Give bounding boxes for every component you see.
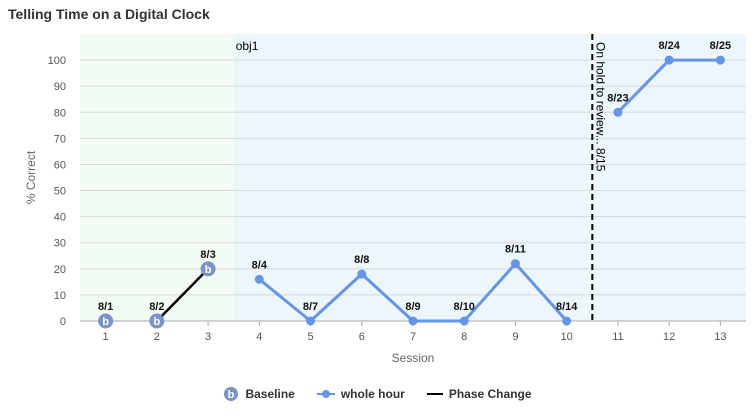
data-label: 8/23	[607, 92, 628, 104]
x-tick-label: 5	[307, 331, 313, 343]
y-tick-label: 100	[48, 55, 66, 67]
data-label: 8/8	[354, 254, 369, 266]
x-tick-label: 11	[612, 331, 623, 343]
data-label: 8/3	[200, 249, 215, 261]
x-axis-title: Session	[392, 351, 435, 365]
data-label: 8/11	[505, 244, 526, 256]
svg-text:b: b	[228, 389, 235, 401]
baseline-point-glyph: b	[205, 264, 212, 276]
legend-label-phase-change: Phase Change	[448, 387, 532, 401]
baseline-point	[149, 313, 165, 329]
whole-hour-point	[306, 316, 316, 326]
y-axis-title: % Correct	[24, 150, 38, 204]
baseline-point	[98, 313, 114, 329]
legend-label-whole-hour: whole hour	[340, 387, 405, 401]
chart-title: Telling Time on a Digital Clock	[8, 6, 210, 22]
y-tick-label: 60	[54, 159, 66, 171]
phase-change-connector	[155, 267, 209, 322]
legend-item-baseline[interactable]: b Baseline	[223, 386, 295, 402]
data-label: 8/10	[454, 301, 475, 313]
whole-hour-point	[254, 274, 264, 284]
y-tick-label: 40	[54, 212, 66, 224]
line-marker-icon	[426, 393, 443, 395]
x-tick-label: 9	[512, 331, 518, 343]
whole-hour-point	[408, 316, 418, 326]
x-tick-label: 6	[359, 331, 365, 343]
line-circle-marker-icon	[316, 390, 335, 398]
data-label: 8/2	[149, 301, 164, 313]
y-tick-label: 30	[54, 238, 66, 250]
y-tick-label: 70	[54, 133, 66, 145]
data-label: 8/4	[252, 259, 268, 271]
baseline-point-glyph: b	[153, 316, 160, 328]
whole-hour-point	[613, 107, 623, 117]
x-tick-label: 12	[663, 331, 675, 343]
baseline-marker-icon: b	[224, 387, 239, 401]
whole-hour-point	[562, 316, 572, 326]
legend: b Baseline whole hour Phase Change	[0, 386, 755, 402]
data-label: 8/1	[98, 301, 113, 313]
data-label: 8/24	[658, 40, 680, 52]
x-tick-label: 1	[103, 331, 109, 343]
phase-change-label: On hold to review... 8/15	[593, 42, 607, 172]
x-tick-label: 4	[256, 331, 262, 343]
phase-band-label: obj1	[236, 39, 259, 53]
baseline-point	[200, 261, 216, 277]
x-tick-label: 13	[714, 331, 726, 343]
y-tick-label: 0	[60, 316, 66, 328]
phase-band-2	[233, 34, 746, 321]
legend-label-baseline: Baseline	[245, 387, 295, 401]
x-tick-label: 2	[154, 331, 160, 343]
baseline-point-glyph: b	[102, 316, 109, 328]
x-tick-label: 8	[461, 331, 467, 343]
y-tick-label: 20	[54, 264, 66, 276]
y-tick-label: 80	[54, 107, 66, 119]
legend-item-phase-change[interactable]: Phase Change	[426, 386, 532, 402]
y-tick-label: 50	[54, 186, 66, 198]
whole-hour-point	[664, 55, 674, 65]
phase-band-1	[80, 34, 234, 321]
y-tick-label: 10	[54, 290, 66, 302]
data-label: 8/25	[710, 40, 731, 52]
data-label: 8/7	[303, 301, 318, 313]
data-label: 8/14	[556, 301, 578, 313]
whole-hour-point	[459, 316, 469, 326]
whole-hour-point	[357, 269, 367, 279]
data-label: 8/9	[405, 301, 420, 313]
whole-hour-point	[510, 259, 520, 269]
whole-hour-point	[715, 55, 725, 65]
y-tick-label: 90	[54, 81, 66, 93]
x-tick-label: 3	[205, 331, 211, 343]
legend-item-whole-hour[interactable]: whole hour	[316, 386, 405, 402]
x-tick-label: 7	[410, 331, 416, 343]
x-tick-label: 10	[561, 331, 573, 343]
